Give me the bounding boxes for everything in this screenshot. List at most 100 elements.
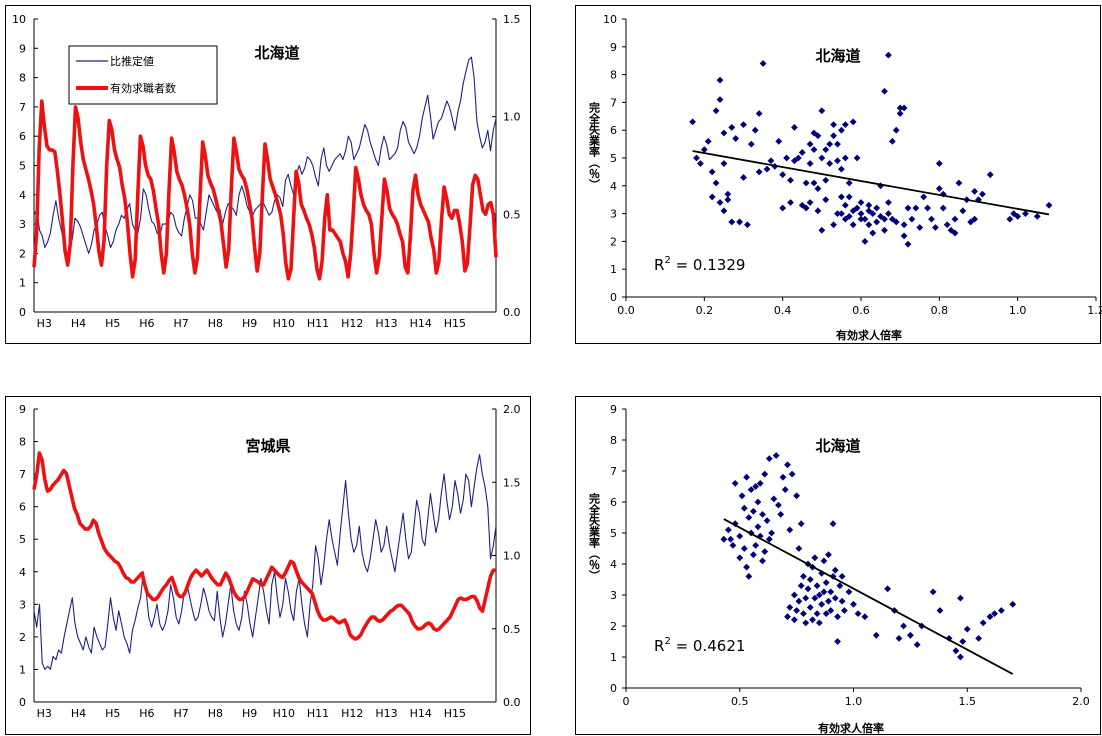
scatter-point [896, 104, 904, 112]
scatter-point [929, 588, 937, 596]
scatter-point [979, 619, 987, 627]
scatter-point [704, 137, 712, 145]
scatter-point [885, 51, 892, 59]
y-tick-label: 4 [19, 189, 26, 202]
scatter-point [814, 207, 822, 215]
scatter-point [750, 507, 757, 515]
legend-label-seekers: 有効求職者数 [110, 81, 176, 95]
scatter-point [869, 210, 877, 217]
scatter-point [745, 573, 753, 580]
scatter-point [759, 557, 766, 565]
y-tick-label: 6 [610, 124, 617, 137]
scatter-point [724, 196, 732, 204]
scatter-point [800, 610, 807, 617]
scatter-point [791, 124, 798, 131]
y2-tick-label: 0.0 [503, 306, 521, 319]
scatter-point [936, 607, 944, 614]
x-tick-label: 1.5 [959, 695, 977, 708]
scatter-point [793, 607, 801, 614]
scatter-point [790, 591, 798, 599]
scatter-point [943, 221, 951, 229]
scatter-point [861, 215, 869, 223]
y-tick-label: 0 [610, 291, 617, 304]
y-tick-label: 7 [610, 465, 617, 478]
scatter-point [906, 631, 914, 639]
x-tick-label: H14 [410, 707, 432, 720]
scatter-point [775, 501, 782, 509]
scatter-point [1022, 210, 1029, 217]
scatter-point [939, 190, 947, 198]
scatter-point [786, 604, 794, 611]
scatter-point [822, 176, 830, 184]
scatter-point [765, 455, 773, 462]
scatter-point [900, 622, 907, 630]
scatter-point [798, 149, 806, 156]
scatter-point [885, 210, 892, 217]
scatter-point [841, 154, 849, 162]
x-axis-label: 有効求人倍率 [818, 721, 884, 735]
scatter-point [904, 240, 912, 248]
y2-tick-label: 0.0 [503, 696, 521, 709]
scatter-point [861, 613, 869, 621]
scatter-point [829, 520, 837, 528]
scatter-point [979, 190, 986, 198]
scatter-point [881, 226, 888, 234]
y-tick-label: 1 [610, 263, 617, 276]
scatter-point [849, 118, 857, 126]
scatter-point [779, 171, 787, 179]
x-tick-label: H9 [242, 317, 257, 330]
y2-tick-label: 2.0 [503, 403, 521, 416]
scatter-point [971, 215, 978, 223]
scatter-point [815, 619, 823, 627]
scatter-point [896, 110, 904, 117]
x-tick-label: 0.2 [696, 304, 714, 317]
scatter-point [788, 470, 796, 478]
y2-tick-label: 1.0 [503, 550, 521, 563]
scatter-point [794, 154, 802, 162]
scatter-point [802, 204, 810, 212]
scatter-point [873, 204, 881, 212]
x-tick-label: 0.6 [852, 304, 870, 317]
r-squared-label: R2 = 0.1329 [654, 255, 745, 274]
x-tick-label: H12 [341, 707, 363, 720]
x-tick-label: H13 [375, 317, 397, 330]
scatter-point [784, 461, 791, 469]
y-tick-label: 8 [19, 436, 26, 449]
series-line-job-seekers [32, 451, 496, 641]
scatter-point [802, 179, 810, 187]
scatter-point [787, 199, 794, 206]
scatter-point [908, 215, 916, 223]
scatter-point [834, 157, 841, 165]
scatter-point [818, 226, 826, 234]
scatter-point [838, 597, 846, 605]
scatter-point [729, 542, 737, 549]
scatter-point [744, 221, 751, 229]
x-tick-label: 0.4 [774, 304, 792, 317]
scatter-point [806, 576, 814, 583]
scatter-point [873, 218, 881, 226]
scatter-point [754, 498, 762, 506]
scatter-point [804, 585, 812, 593]
scatter-point [763, 517, 771, 524]
scatter-point [716, 76, 724, 84]
scatter-point [787, 176, 794, 184]
scatter-point [971, 187, 978, 195]
scatter-point [822, 610, 830, 617]
scatter-point [712, 107, 720, 115]
scatter-point [1006, 215, 1014, 223]
scatter-point [759, 60, 767, 67]
y-tick-label: 6 [19, 130, 26, 143]
x-tick-label: H10 [273, 707, 295, 720]
scatter-point [920, 193, 928, 201]
chart-title: 北海道 [815, 437, 860, 455]
scatter-point [904, 204, 912, 212]
scatter-point [1033, 212, 1041, 220]
y2-tick-label: 0.5 [503, 623, 521, 636]
legend: 比推定値 有効求職者数 [68, 45, 218, 105]
scatter-point [845, 179, 853, 187]
scatter-point [865, 221, 873, 229]
scatter-point [838, 165, 845, 173]
y-tick-label: 6 [610, 496, 617, 509]
y-tick-label: 0 [610, 682, 617, 695]
scatter-point [841, 121, 849, 129]
